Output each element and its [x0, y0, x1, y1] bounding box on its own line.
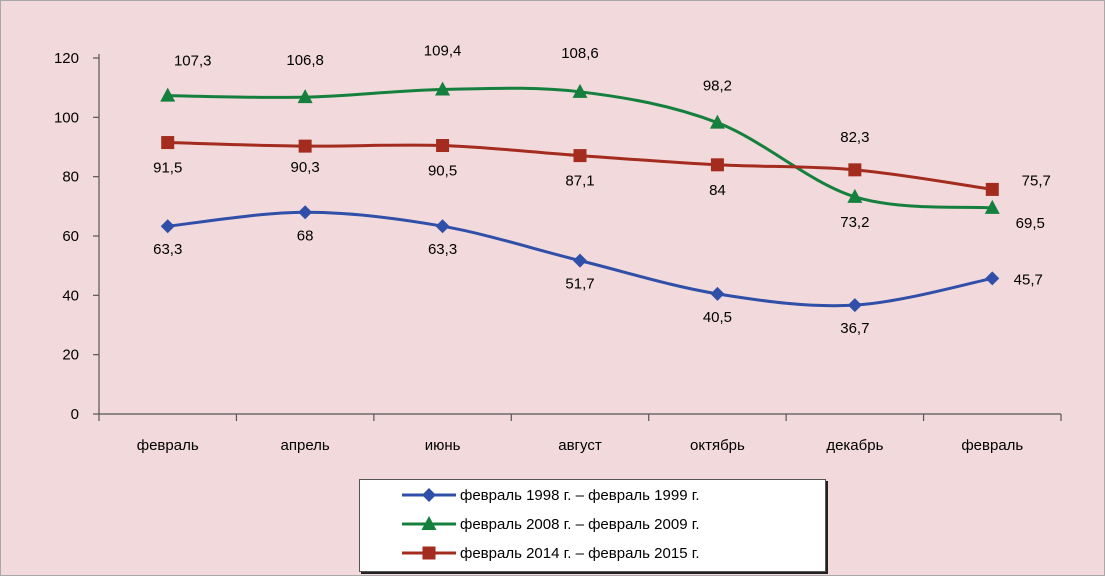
y-tick-label: 60 [62, 228, 79, 245]
data-point [985, 182, 999, 196]
data-point [709, 114, 725, 129]
y-tick-label: 120 [54, 50, 79, 67]
data-label: 98,2 [703, 78, 732, 95]
data-label: 106,8 [286, 52, 324, 69]
data-label: 91,5 [153, 160, 182, 177]
data-point [847, 298, 862, 313]
data-label: 84 [709, 182, 726, 199]
data-point [573, 149, 587, 163]
data-label: 87,1 [565, 173, 594, 190]
legend: февраль 1998 г. – февраль 1999 г. февраль… [359, 479, 826, 572]
x-tick-label: апрель [281, 437, 330, 454]
data-point [710, 286, 725, 301]
x-tick-label: август [558, 437, 602, 454]
legend-label: февраль 2014 г. – февраль 2015 г. [460, 545, 700, 562]
legend-marker [421, 516, 437, 530]
y-tick-label: 40 [62, 287, 79, 304]
data-label: 107,3 [174, 53, 212, 70]
series-line [167, 86, 993, 210]
data-labels: 63,3 68 63,3 51,7 40,5 36,7 45,7 107,3 106,8 109,… [153, 42, 1051, 337]
series-layer [160, 81, 1000, 313]
legend-marker [422, 488, 436, 502]
data-label: 63,3 [153, 241, 182, 258]
data-point [847, 188, 863, 203]
legend-label: февраль 1998 г. – февраль 1999 г. [460, 487, 700, 504]
data-label: 90,5 [428, 163, 457, 180]
data-label: 36,7 [840, 320, 869, 337]
data-label: 63,3 [428, 241, 457, 258]
data-point [297, 89, 313, 104]
data-label: 73,2 [840, 214, 869, 231]
data-label: 109,4 [424, 42, 462, 59]
data-point [435, 219, 450, 234]
data-point [298, 139, 312, 153]
x-tick-label: декабрь [826, 437, 883, 454]
data-point [985, 271, 1000, 286]
data-label: 40,5 [703, 309, 732, 326]
x-tick-label: октябрь [690, 437, 745, 454]
data-label: 75,7 [1022, 172, 1051, 189]
y-tick-label: 100 [54, 109, 79, 126]
y-tick-label: 80 [62, 169, 79, 186]
data-label: 51,7 [565, 276, 594, 293]
data-point [572, 83, 588, 98]
data-point [435, 81, 451, 96]
data-label: 108,6 [561, 45, 599, 62]
x-tick-label: февраль [137, 437, 199, 454]
data-point [436, 139, 450, 153]
legend-marker [422, 546, 436, 560]
data-point [298, 205, 313, 220]
data-point [160, 87, 176, 102]
data-point [160, 219, 175, 234]
legend-entry: февраль 1998 г. – февраль 1999 г. [402, 487, 700, 504]
data-point [848, 163, 862, 177]
legend-label: февраль 2008 г. – февраль 2009 г. [460, 516, 700, 533]
x-tick-label: июнь [425, 437, 461, 454]
data-point [710, 158, 724, 172]
data-label: 68 [297, 227, 314, 244]
data-label: 82,3 [840, 129, 869, 146]
data-label: 45,7 [1014, 271, 1043, 288]
data-point [161, 136, 175, 150]
x-tick-label: февраль [961, 437, 1023, 454]
y-tick-label: 0 [71, 406, 79, 423]
legend-entry: февраль 2008 г. – февраль 2009 г. [402, 516, 700, 533]
legend-entry: февраль 2014 г. – февраль 2015 г. [402, 545, 700, 562]
data-point [984, 199, 1000, 214]
y-tick-label: 20 [62, 347, 79, 364]
axes: 0 20 40 60 80 100 120 февраль апрель июнь август ок… [54, 50, 1062, 454]
data-point [573, 253, 587, 268]
data-label: 90,3 [291, 159, 320, 176]
data-label: 69,5 [1016, 215, 1045, 232]
